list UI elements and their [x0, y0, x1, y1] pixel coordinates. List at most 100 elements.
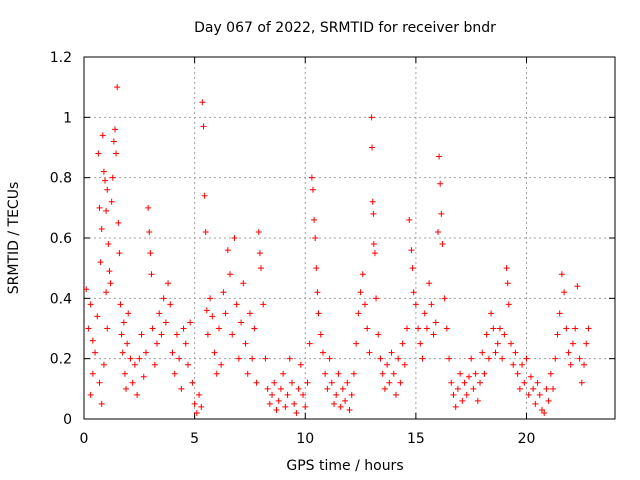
data-point — [417, 340, 424, 347]
data-point — [100, 361, 107, 368]
data-point — [255, 228, 262, 235]
data-point — [353, 340, 360, 347]
data-point — [98, 400, 105, 407]
data-point — [201, 192, 208, 199]
y-tick-label: 0.2 — [50, 352, 72, 368]
data-point — [359, 271, 366, 278]
data-point — [348, 391, 355, 398]
y-tick-label: 0.8 — [50, 171, 72, 187]
data-point — [99, 132, 106, 139]
data-point — [408, 247, 415, 254]
x-tick-label: 5 — [190, 431, 199, 447]
data-point — [465, 373, 472, 380]
data-point — [412, 301, 419, 308]
data-point — [406, 216, 413, 223]
data-point — [472, 370, 479, 377]
data-point — [525, 391, 532, 398]
data-point — [211, 349, 218, 356]
data-point — [390, 370, 397, 377]
data-point — [437, 180, 444, 187]
data-point — [176, 355, 183, 362]
data-point — [213, 370, 220, 377]
data-point — [215, 325, 222, 332]
data-point — [199, 99, 206, 106]
data-point — [120, 319, 127, 326]
data-point — [368, 114, 375, 121]
data-point — [129, 379, 136, 386]
data-point — [567, 361, 574, 368]
data-point — [107, 280, 114, 287]
data-point — [322, 370, 329, 377]
data-point — [313, 265, 320, 272]
data-point — [565, 349, 572, 356]
data-point — [461, 379, 468, 386]
data-point — [233, 301, 240, 308]
data-point — [200, 123, 207, 130]
data-point — [94, 313, 101, 320]
data-point — [454, 385, 461, 392]
data-point — [308, 174, 315, 181]
data-point — [280, 370, 287, 377]
data-point — [521, 379, 528, 386]
data-point — [203, 307, 210, 314]
data-point — [138, 331, 145, 338]
data-point — [534, 379, 541, 386]
data-point — [324, 385, 331, 392]
data-point — [193, 409, 200, 416]
data-point — [459, 397, 466, 404]
data-point — [103, 289, 110, 296]
data-point — [450, 391, 457, 398]
data-point — [83, 286, 90, 293]
data-point — [574, 283, 581, 290]
data-point — [576, 355, 583, 362]
data-point — [436, 153, 443, 160]
data-point — [370, 241, 377, 248]
data-point — [249, 355, 256, 362]
data-point — [547, 370, 554, 377]
data-point — [388, 349, 395, 356]
data-point — [235, 355, 242, 362]
data-points — [83, 84, 592, 416]
data-point — [543, 385, 550, 392]
data-point — [123, 385, 130, 392]
data-point — [269, 391, 276, 398]
data-point — [229, 331, 236, 338]
data-point — [538, 406, 545, 413]
data-point — [514, 370, 521, 377]
data-point — [550, 385, 557, 392]
data-point — [457, 370, 464, 377]
data-point — [142, 349, 149, 356]
data-point — [134, 391, 141, 398]
data-point — [366, 349, 373, 356]
data-point — [474, 397, 481, 404]
data-point — [100, 168, 107, 175]
data-point — [397, 379, 404, 386]
data-point — [238, 319, 245, 326]
data-point — [105, 241, 112, 248]
data-point — [293, 409, 300, 416]
data-point — [355, 310, 362, 317]
data-point — [119, 349, 126, 356]
data-point — [337, 403, 344, 410]
data-point — [165, 280, 172, 287]
data-point — [162, 319, 169, 326]
data-point — [523, 355, 530, 362]
data-point — [260, 301, 267, 308]
data-point — [116, 250, 123, 257]
data-point — [251, 325, 258, 332]
data-point — [89, 337, 96, 344]
data-point — [492, 349, 499, 356]
data-point — [196, 391, 203, 398]
data-point — [532, 400, 539, 407]
data-point — [415, 325, 422, 332]
data-point — [231, 235, 238, 241]
data-point — [209, 313, 216, 320]
data-point — [87, 391, 94, 398]
data-point — [103, 207, 110, 214]
data-point — [443, 325, 450, 332]
data-point — [541, 409, 548, 416]
data-point — [97, 259, 104, 266]
data-point — [160, 295, 167, 302]
data-point — [585, 325, 592, 332]
data-point — [395, 355, 402, 362]
